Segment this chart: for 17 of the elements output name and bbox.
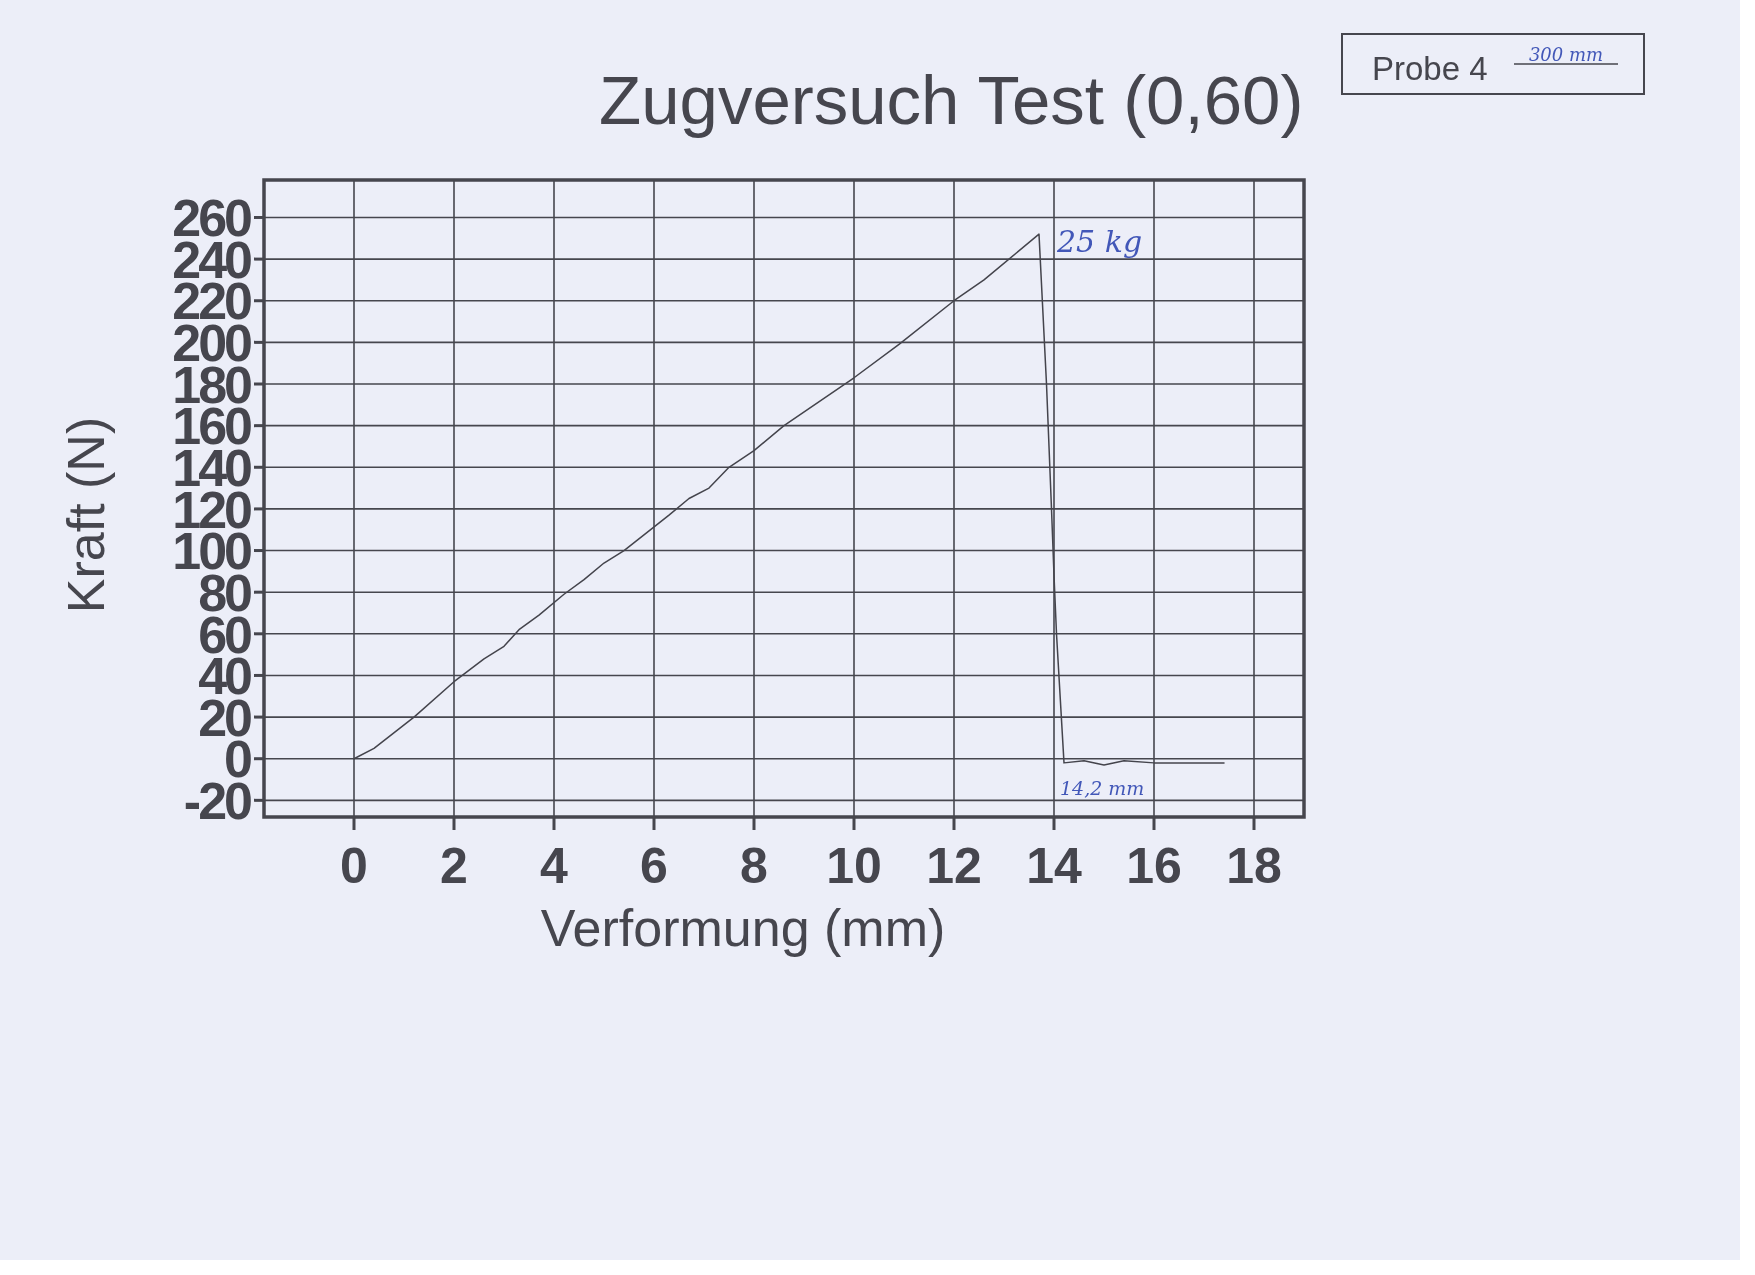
x-tick-label: 8: [740, 838, 768, 894]
x-tick-label: 16: [1126, 838, 1182, 894]
annotation: 25 kg: [1056, 224, 1143, 260]
x-tick-label: 10: [826, 838, 882, 894]
text: Probe 4: [1372, 50, 1488, 87]
y-axis-title: Kraft (N): [57, 416, 115, 614]
x-tick-label: 12: [926, 838, 982, 894]
x-tick-label: 4: [540, 838, 569, 894]
x-axis-title: Verformung (mm): [540, 899, 946, 957]
x-tick-label: 14: [1026, 838, 1082, 894]
x-tick-label: 18: [1226, 838, 1282, 894]
chart-title: Zugversuch Test (0,60): [599, 62, 1304, 139]
annotation: 14,2 mm: [1060, 776, 1145, 799]
text: 300 mm: [1528, 44, 1604, 65]
x-tick-label: 6: [640, 838, 668, 894]
x-tick-label: 2: [440, 838, 468, 894]
x-tick-label: 0: [340, 838, 368, 894]
